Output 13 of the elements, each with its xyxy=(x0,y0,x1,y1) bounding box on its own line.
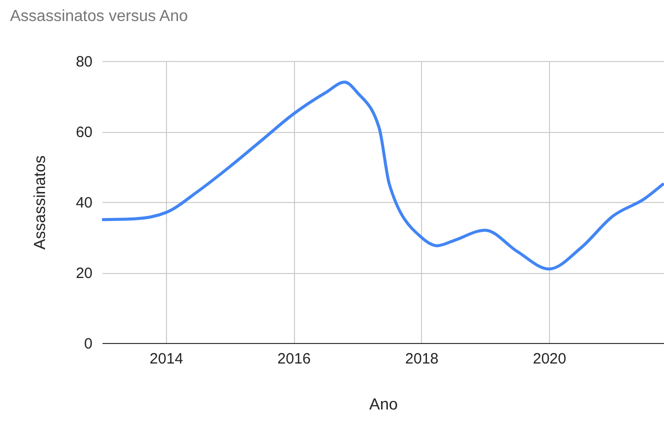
y-tick-label: 80 xyxy=(76,54,92,70)
y-tick-label: 0 xyxy=(84,336,92,352)
x-tick-label: 2020 xyxy=(532,350,566,368)
y-tick-label: 20 xyxy=(76,265,92,282)
chart-title: Assassinatos versus Ano xyxy=(10,8,188,25)
y-tick-label: 40 xyxy=(76,194,92,212)
x-tick-label: 2014 xyxy=(150,350,184,368)
y-axis-title: Assassinatos xyxy=(32,155,49,250)
y-tick-label: 60 xyxy=(76,124,92,141)
line-series xyxy=(102,80,664,270)
x-tick-label: 2018 xyxy=(405,350,439,368)
x-axis-title: Ano xyxy=(369,396,398,414)
x-tick-label: 2016 xyxy=(277,350,311,368)
